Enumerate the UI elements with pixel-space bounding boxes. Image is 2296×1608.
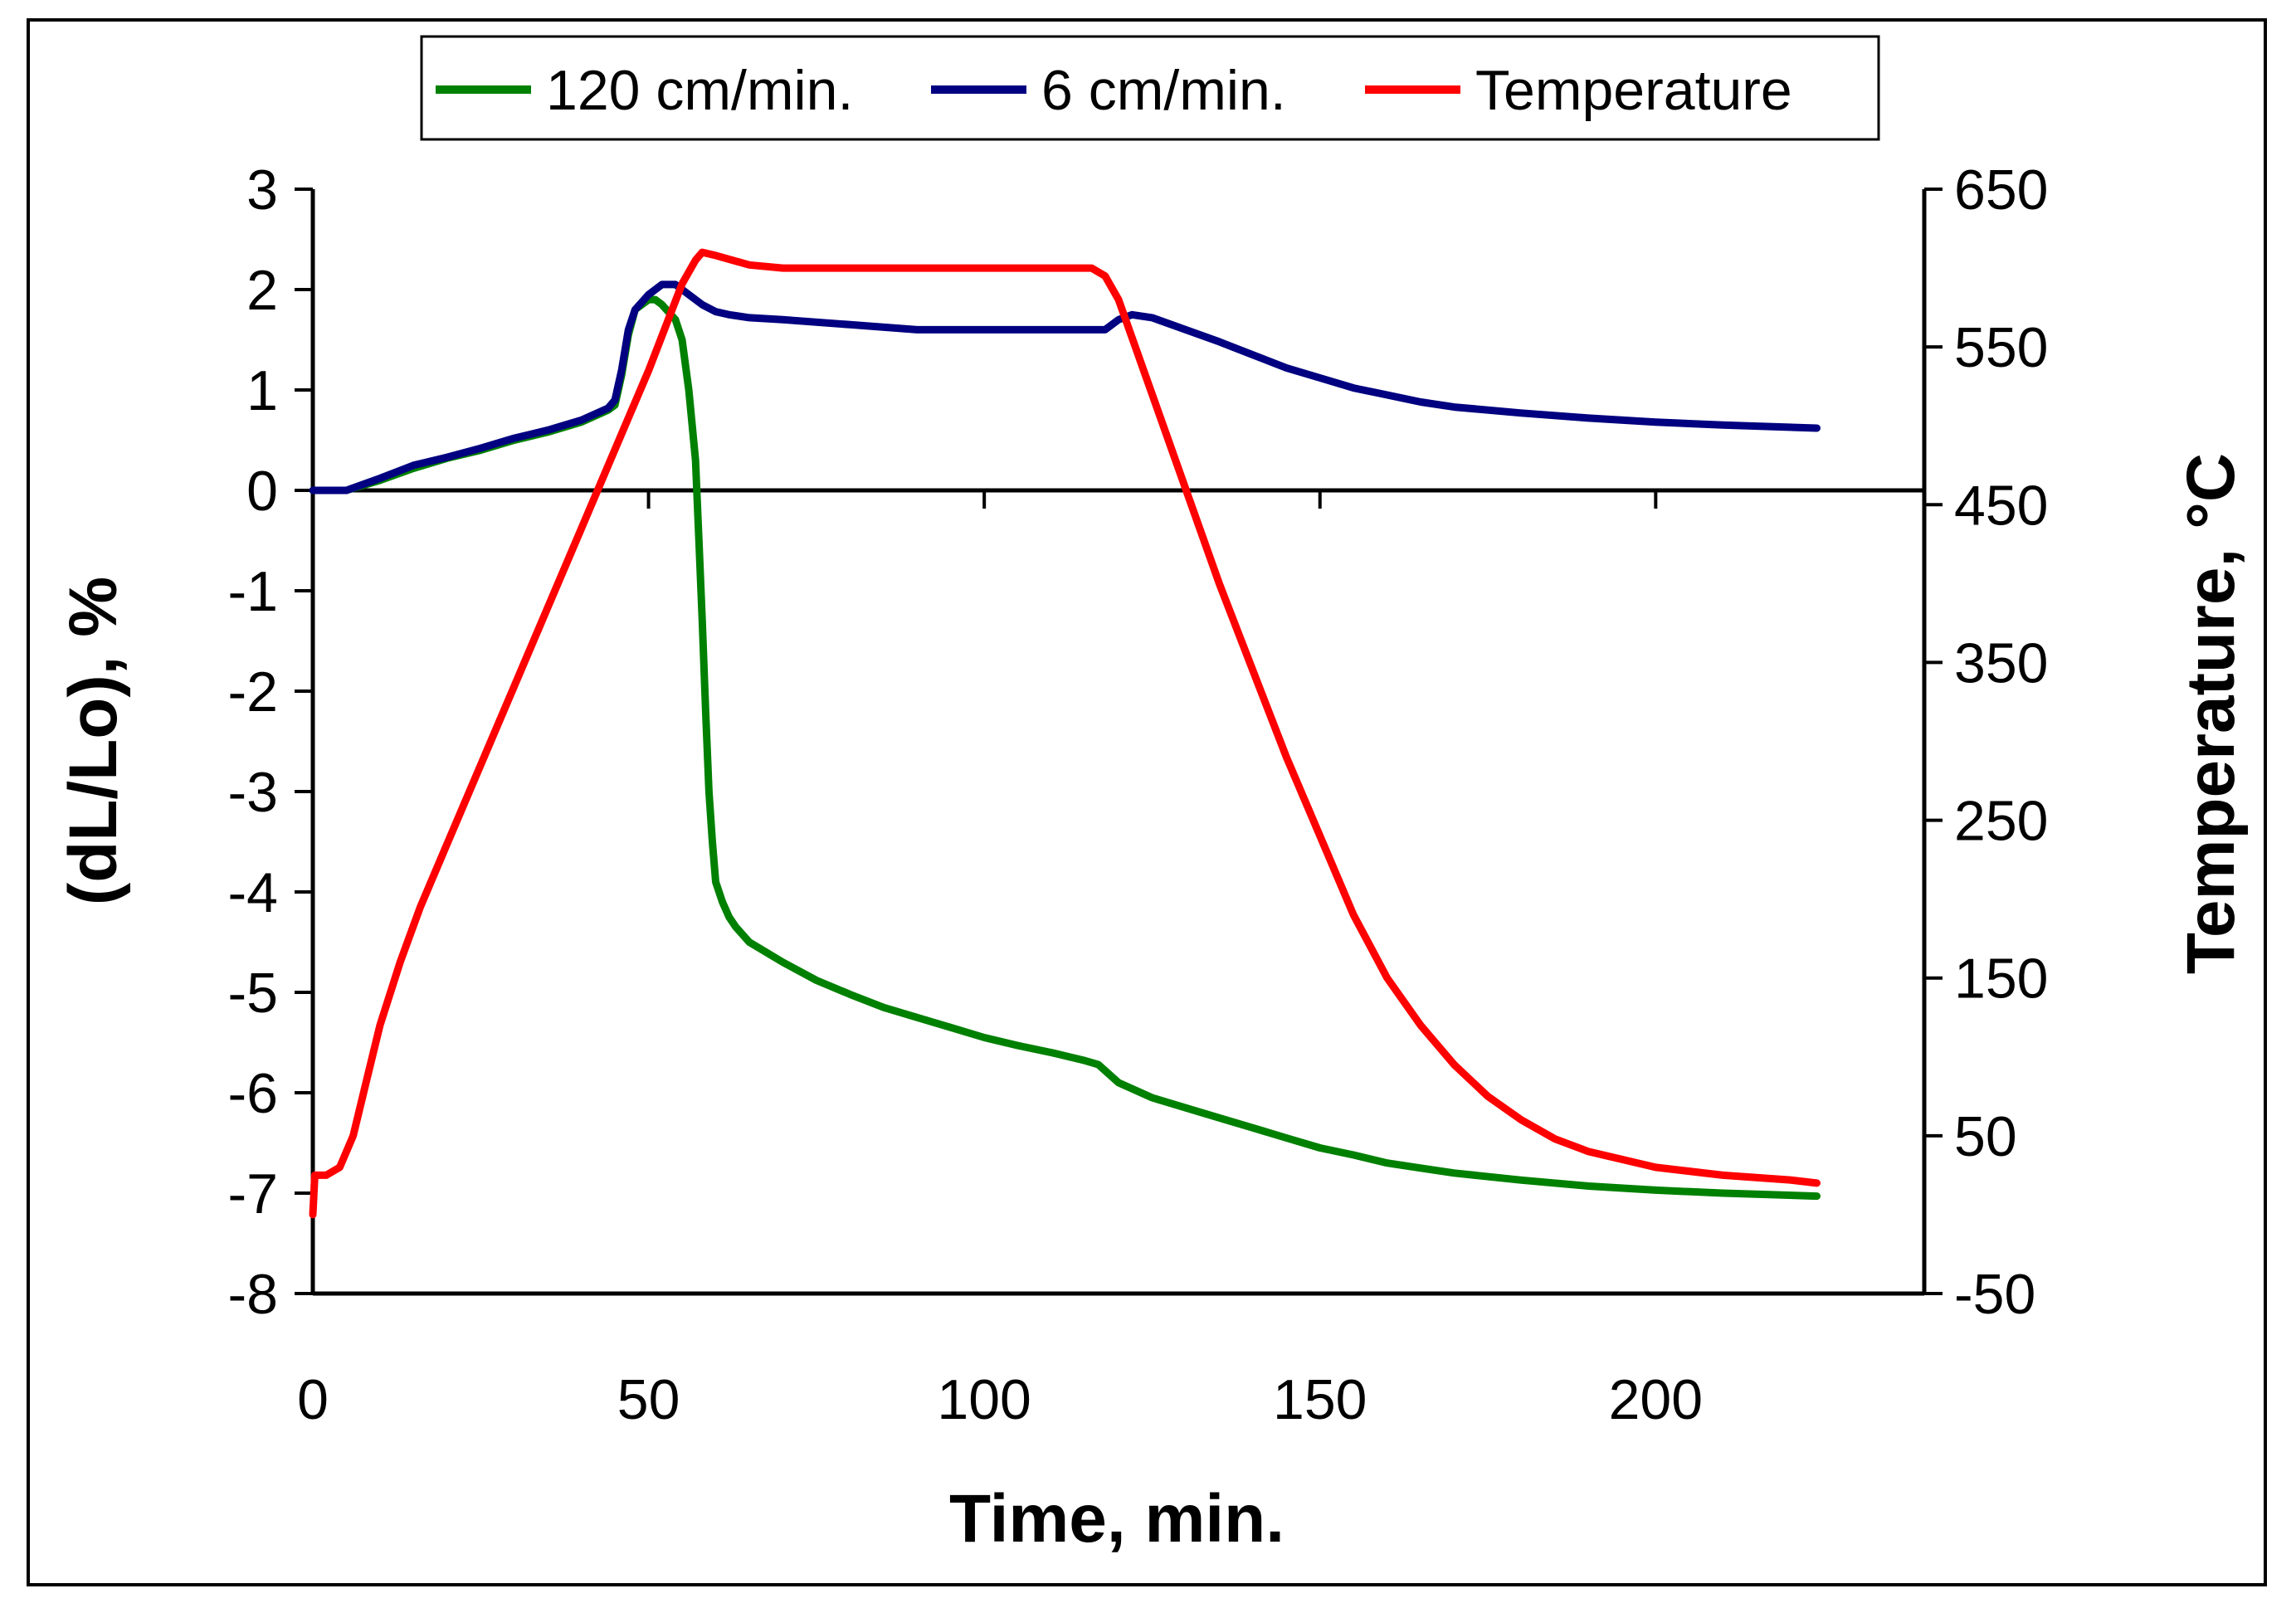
series-line-6-cm-min [309, 280, 1821, 495]
y2-tick-label: 350 [1954, 631, 2048, 694]
y2-ticks: 650 550 450 350 250 150 50 -50 [1924, 158, 2048, 1326]
y2-tick-label: 150 [1954, 948, 2048, 1011]
y-tick-label: 2 [246, 259, 278, 322]
legend-label-temperature: Temperature [1475, 59, 1792, 122]
y-tick-label: -5 [228, 962, 278, 1025]
legend-label-6: 6 cm/min. [1041, 59, 1286, 122]
legend: 120 cm/min. 6 cm/min. Temperature [420, 35, 1880, 141]
chart-frame [27, 18, 2267, 1586]
y2-tick-label: 250 [1954, 790, 2048, 853]
x-tick-label: 100 [937, 1368, 1031, 1431]
y-tick-label: -2 [228, 660, 278, 724]
x-tick-label: 150 [1273, 1368, 1367, 1431]
x-tick-label: 200 [1609, 1368, 1703, 1431]
y2-tick-label: 450 [1954, 474, 2048, 537]
x-axis-title: Time, min. [949, 1481, 1284, 1557]
x-ticks: 0 50 100 150 200 [297, 490, 1703, 1431]
y-tick-label: 1 [246, 359, 278, 422]
y-ticks: 3 2 1 0 -1 -2 -3 -4 -5 -6 -7 -8 [228, 158, 313, 1326]
y-tick-label: -8 [228, 1263, 278, 1326]
y-tick-label: -3 [228, 761, 278, 824]
y-tick-label: 0 [246, 460, 278, 523]
y2-tick-label: -50 [1954, 1263, 2035, 1326]
legend-box [420, 35, 1880, 141]
y-tick-label: -7 [228, 1162, 278, 1225]
y2-tick-label: 50 [1954, 1105, 2017, 1168]
y-tick-label: -6 [228, 1062, 278, 1125]
legend-label-120: 120 cm/min. [546, 59, 853, 122]
y-axis-title: (dL/Lo), % [56, 577, 131, 905]
x-tick-label: 50 [617, 1368, 680, 1431]
series-lines [309, 248, 1821, 1219]
y-tick-label: -1 [228, 560, 278, 623]
y2-tick-label: 550 [1954, 316, 2048, 379]
y2-axis-title: Temperature, °C [2173, 453, 2249, 974]
series-line-temperature [309, 248, 1821, 1219]
y2-tick-label: 650 [1954, 158, 2048, 222]
y-tick-label: -4 [228, 861, 278, 924]
x-tick-label: 0 [297, 1368, 329, 1431]
y-tick-label: 3 [246, 158, 278, 222]
